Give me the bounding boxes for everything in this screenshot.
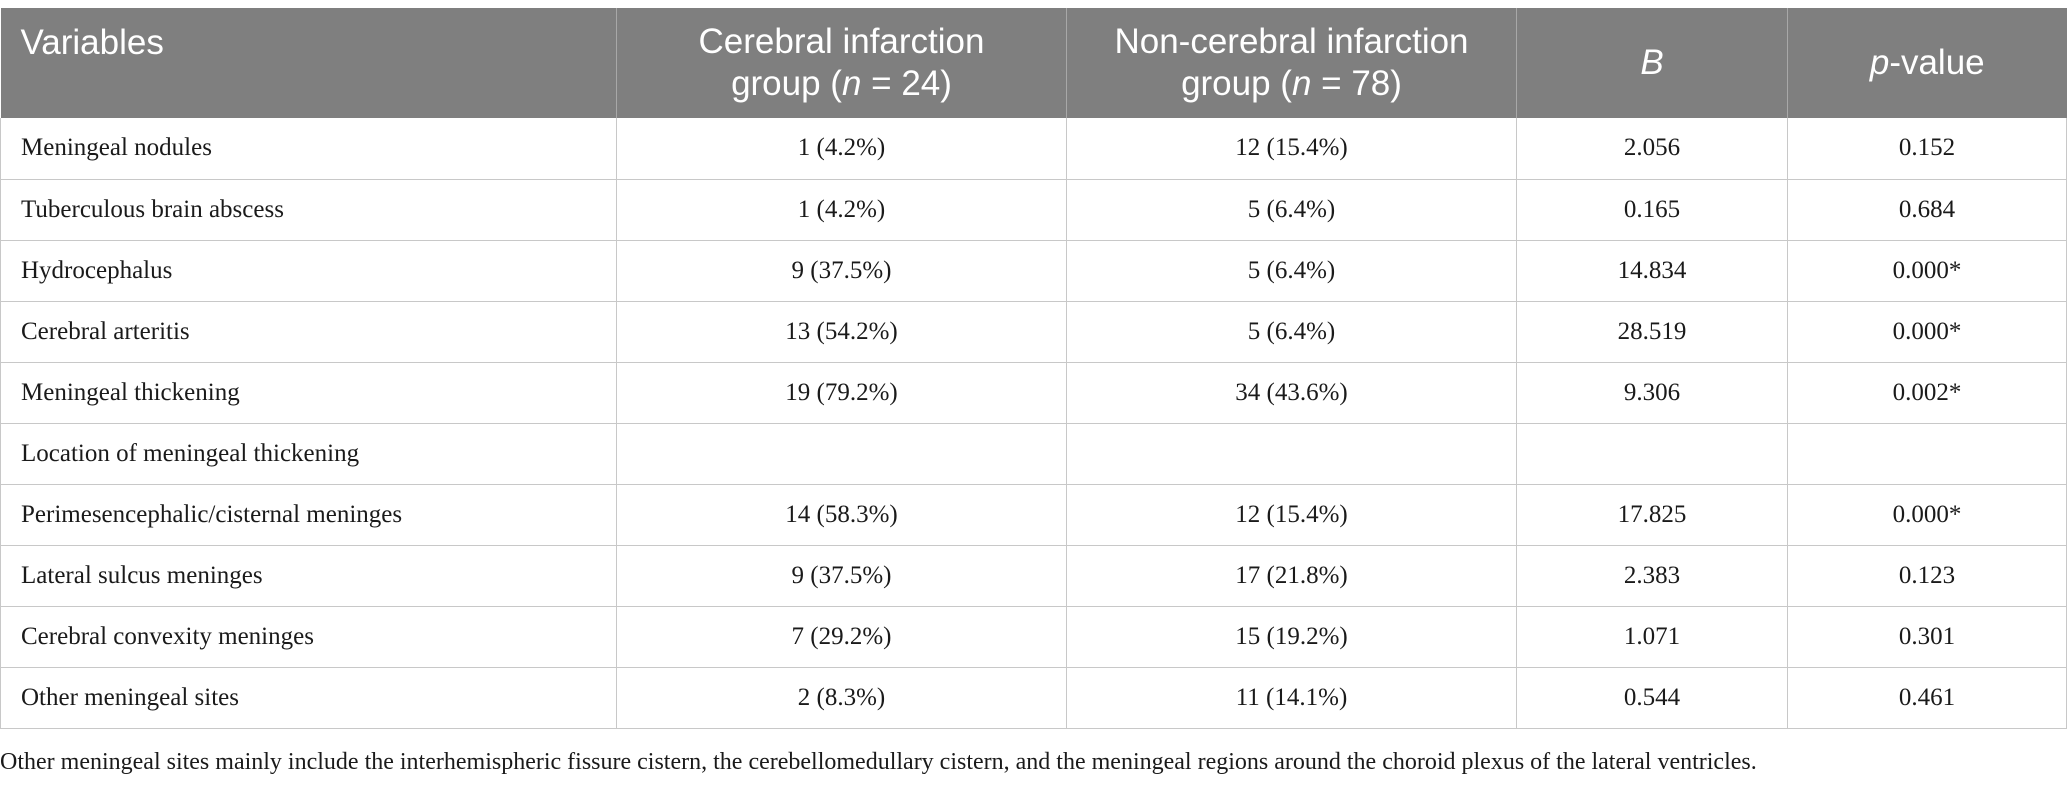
table-row: Meningeal nodules 1 (4.2%) 12 (15.4%) 2.… (0, 118, 2067, 180)
table-row: Other meningeal sites 2 (8.3%) 11 (14.1%… (0, 667, 2067, 729)
cell-variable: Cerebral arteritis (0, 301, 617, 363)
cell-variable: Location of meningeal thickening (0, 423, 617, 485)
cell-b: 14.834 (1516, 240, 1788, 302)
cell-b: 17.825 (1516, 484, 1788, 546)
cell-p: 0.123 (1787, 545, 2067, 607)
cell-group1: 2 (8.3%) (616, 667, 1067, 729)
cell-group2: 11 (14.1%) (1066, 667, 1517, 729)
results-table: Variables Cerebral infarction group (n =… (0, 8, 2067, 729)
table-row: Cerebral arteritis 13 (54.2%) 5 (6.4%) 2… (0, 301, 2067, 363)
header-p-value: p-value (1787, 8, 2067, 118)
table-row: Perimesencephalic/cisternal meninges 14 … (0, 484, 2067, 546)
cell-p: 0.684 (1787, 179, 2067, 241)
cell-p: 0.000* (1787, 240, 2067, 302)
cell-p: 0.000* (1787, 301, 2067, 363)
cell-variable: Hydrocephalus (0, 240, 617, 302)
cell-group2: 34 (43.6%) (1066, 362, 1517, 424)
table-row: Cerebral convexity meninges 7 (29.2%) 15… (0, 606, 2067, 668)
table-row: Lateral sulcus meninges 9 (37.5%) 17 (21… (0, 545, 2067, 607)
cell-group1: 9 (37.5%) (616, 545, 1067, 607)
header-group1-line2-pre: group ( (731, 64, 842, 103)
header-cerebral-infarction-group: Cerebral infarction group (n = 24) (616, 8, 1067, 118)
cell-group1: 14 (58.3%) (616, 484, 1067, 546)
table-row: Tuberculous brain abscess 1 (4.2%) 5 (6.… (0, 179, 2067, 241)
cell-group2: 17 (21.8%) (1066, 545, 1517, 607)
cell-b: 28.519 (1516, 301, 1788, 363)
cell-group2: 5 (6.4%) (1066, 240, 1517, 302)
table-row: Meningeal thickening 19 (79.2%) 34 (43.6… (0, 362, 2067, 424)
cell-b: 2.383 (1516, 545, 1788, 607)
cell-p: 0.002* (1787, 362, 2067, 424)
cell-variable: Other meningeal sites (0, 667, 617, 729)
cell-variable: Tuberculous brain abscess (0, 179, 617, 241)
header-group2-line1: Non-cerebral infarction (1114, 22, 1469, 61)
cell-group1: 1 (4.2%) (616, 118, 1067, 180)
cell-p: 0.461 (1787, 667, 2067, 729)
header-group1-n: n (841, 64, 862, 103)
header-group2-n: n (1291, 64, 1312, 103)
cell-b: 2.056 (1516, 118, 1788, 180)
cell-group1: 9 (37.5%) (616, 240, 1067, 302)
table-row: Location of meningeal thickening (0, 423, 2067, 485)
cell-b: 0.165 (1516, 179, 1788, 241)
header-group1-line1: Cerebral infarction (698, 22, 985, 61)
header-row: Variables Cerebral infarction group (n =… (0, 8, 2067, 118)
header-group2-line2-pre: group ( (1181, 64, 1292, 103)
header-variables: Variables (0, 8, 617, 118)
cell-group2 (1066, 423, 1517, 485)
cell-b: 9.306 (1516, 362, 1788, 424)
cell-group1 (616, 423, 1067, 485)
cell-variable: Meningeal thickening (0, 362, 617, 424)
table-body: Meningeal nodules 1 (4.2%) 12 (15.4%) 2.… (0, 118, 2067, 729)
cell-variable: Perimesencephalic/cisternal meninges (0, 484, 617, 546)
cell-group1: 19 (79.2%) (616, 362, 1067, 424)
cell-group1: 13 (54.2%) (616, 301, 1067, 363)
results-table-container: Variables Cerebral infarction group (n =… (0, 8, 2067, 729)
cell-b: 0.544 (1516, 667, 1788, 729)
cell-p (1787, 423, 2067, 485)
cell-variable: Cerebral convexity meninges (0, 606, 617, 668)
table-row: Hydrocephalus 9 (37.5%) 5 (6.4%) 14.834 … (0, 240, 2067, 302)
header-p-rest: -value (1889, 43, 1985, 82)
cell-group2: 12 (15.4%) (1066, 118, 1517, 180)
cell-group1: 7 (29.2%) (616, 606, 1067, 668)
header-b: B (1516, 8, 1788, 118)
cell-b: 1.071 (1516, 606, 1788, 668)
cell-group2: 5 (6.4%) (1066, 301, 1517, 363)
header-non-cerebral-infarction-group: Non-cerebral infarction group (n = 78) (1066, 8, 1517, 118)
table-header: Variables Cerebral infarction group (n =… (0, 8, 2067, 118)
cell-group2: 12 (15.4%) (1066, 484, 1517, 546)
cell-p: 0.152 (1787, 118, 2067, 180)
header-variables-label: Variables (20, 23, 164, 62)
header-group1-line2-post: = 24) (861, 64, 952, 103)
cell-group1: 1 (4.2%) (616, 179, 1067, 241)
cell-variable: Lateral sulcus meninges (0, 545, 617, 607)
header-group2-line2-post: = 78) (1311, 64, 1402, 103)
cell-group2: 5 (6.4%) (1066, 179, 1517, 241)
cell-b (1516, 423, 1788, 485)
cell-variable: Meningeal nodules (0, 118, 617, 180)
header-p-italic: p (1869, 43, 1890, 82)
cell-p: 0.000* (1787, 484, 2067, 546)
cell-group2: 15 (19.2%) (1066, 606, 1517, 668)
table-footnote: Other meningeal sites mainly include the… (0, 749, 1757, 775)
header-b-label: B (1640, 43, 1664, 82)
cell-p: 0.301 (1787, 606, 2067, 668)
